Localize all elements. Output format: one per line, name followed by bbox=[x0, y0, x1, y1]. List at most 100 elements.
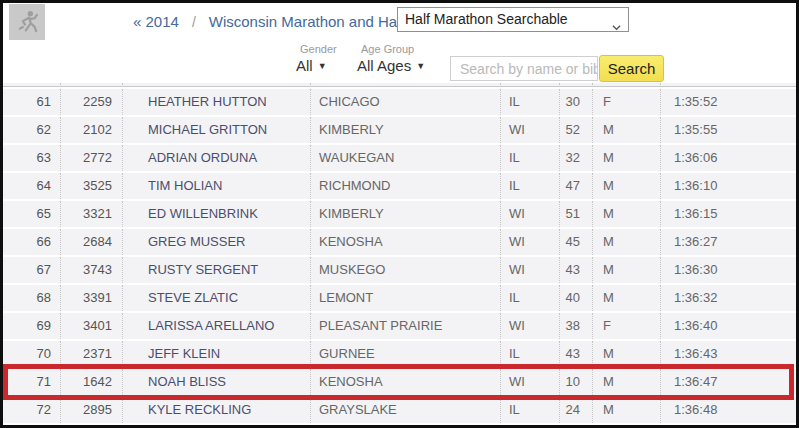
cell-name[interactable]: JEFF KLEIN bbox=[122, 341, 310, 367]
cell-age: 51 bbox=[559, 201, 592, 227]
cell-state: WI bbox=[500, 313, 559, 339]
cell-gender: F bbox=[592, 89, 660, 115]
cell-time: 1:35:55 bbox=[660, 117, 796, 143]
cell-place: 67 bbox=[3, 257, 60, 283]
table-row: 643525TIM HOLIANRICHMONDIL47M1:36:10 bbox=[3, 173, 796, 199]
gender-filter[interactable]: Gender All▼ bbox=[296, 43, 337, 74]
cell-state: IL bbox=[500, 341, 559, 367]
results-page: « 2014/Wisconsin Marathon and Half Marat… bbox=[0, 0, 799, 428]
cell-city: WAUKEGAN bbox=[310, 145, 500, 171]
cell-name[interactable]: GREG MUSSER bbox=[122, 229, 310, 255]
cell-time: 1:36:10 bbox=[660, 173, 796, 199]
cell-name[interactable]: HEATHER HUTTON bbox=[122, 89, 310, 115]
cell-gender: M bbox=[592, 201, 660, 227]
cell-gender: M bbox=[592, 369, 660, 395]
cell-gender: M bbox=[592, 341, 660, 367]
cell-time: 1:36:06 bbox=[660, 145, 796, 171]
cell-state: WI bbox=[500, 117, 559, 143]
cell-city: MUSKEGO bbox=[310, 257, 500, 283]
cell-name[interactable]: STEVE ZLATIC bbox=[122, 285, 310, 311]
chevron-down-icon bbox=[612, 16, 621, 25]
cell-city: GURNEE bbox=[310, 341, 500, 367]
cell-gender: F bbox=[592, 313, 660, 339]
cell-name[interactable]: MICHAEL GRITTON bbox=[122, 117, 310, 143]
table-row: 632772ADRIAN ORDUNAWAUKEGANIL32M1:36:06 bbox=[3, 145, 796, 171]
cell-time: 1:35:52 bbox=[660, 89, 796, 115]
search-input[interactable] bbox=[450, 56, 598, 81]
cell-state: IL bbox=[500, 89, 559, 115]
cell-place: 69 bbox=[3, 313, 60, 339]
cell-state: IL bbox=[500, 145, 559, 171]
results-table: 612259HEATHER HUTTONCHICAGOIL30F1:35:526… bbox=[3, 83, 796, 425]
table-row-highlighted: 711642NOAH BLISSKENOSHAWI10M1:36:47 bbox=[3, 369, 796, 395]
cell-name[interactable]: TIM HOLIAN bbox=[122, 173, 310, 199]
cell-place: 65 bbox=[3, 201, 60, 227]
cell-age: 47 bbox=[559, 173, 592, 199]
cell-city: CHICAGO bbox=[310, 89, 500, 115]
cell-age: 38 bbox=[559, 313, 592, 339]
cell-age: 43 bbox=[559, 257, 592, 283]
table-row: 693401LARISSA ARELLANOPLEASANT PRAIRIEWI… bbox=[3, 313, 796, 339]
search-button[interactable]: Search bbox=[599, 55, 664, 82]
age-group-filter[interactable]: Age Group All Ages ▼ bbox=[357, 43, 425, 74]
gender-filter-value: All bbox=[296, 57, 313, 74]
cell-bib: 3401 bbox=[60, 313, 122, 339]
cell-city: PLEASANT PRAIRIE bbox=[310, 313, 500, 339]
cell-time: 1:36:47 bbox=[660, 369, 796, 395]
cell-time: 1:36:40 bbox=[660, 313, 796, 339]
cell-gender: M bbox=[592, 257, 660, 283]
cell-time: 1:36:27 bbox=[660, 229, 796, 255]
cell-age: 30 bbox=[559, 89, 592, 115]
table-row: 653321ED WILLENBRINKKIMBERLYWI51M1:36:15 bbox=[3, 201, 796, 227]
table-row: 683391STEVE ZLATICLEMONTIL40M1:36:32 bbox=[3, 285, 796, 311]
cell-state: WI bbox=[500, 201, 559, 227]
table-row: 622102MICHAEL GRITTONKIMBERLYWI52M1:35:5… bbox=[3, 117, 796, 143]
cell-gender: M bbox=[592, 145, 660, 171]
cell-bib: 2684 bbox=[60, 229, 122, 255]
cell-place: 71 bbox=[3, 369, 60, 395]
cell-gender: M bbox=[592, 285, 660, 311]
cell-time: 1:36:30 bbox=[660, 257, 796, 283]
cell-place: 72 bbox=[3, 397, 60, 423]
age-group-filter-label: Age Group bbox=[357, 43, 425, 55]
table-row: 702371JEFF KLEINGURNEEIL43M1:36:43 bbox=[3, 341, 796, 367]
cell-city: KENOSHA bbox=[310, 229, 500, 255]
cell-gender: M bbox=[592, 229, 660, 255]
cell-bib: 3321 bbox=[60, 201, 122, 227]
cell-bib: 2772 bbox=[60, 145, 122, 171]
cell-place: 61 bbox=[3, 89, 60, 115]
cell-name[interactable]: NOAH BLISS bbox=[122, 369, 310, 395]
cell-name[interactable]: ADRIAN ORDUNA bbox=[122, 145, 310, 171]
race-select[interactable]: Half Marathon Searchable bbox=[397, 7, 629, 32]
cell-place: 68 bbox=[3, 285, 60, 311]
cell-place: 62 bbox=[3, 117, 60, 143]
cell-place: 64 bbox=[3, 173, 60, 199]
cell-bib: 2259 bbox=[60, 89, 122, 115]
breadcrumb-year-link[interactable]: « 2014 bbox=[133, 13, 179, 30]
cell-bib: 1642 bbox=[60, 369, 122, 395]
cell-bib: 2102 bbox=[60, 117, 122, 143]
table-row: 662684GREG MUSSERKENOSHAWI45M1:36:27 bbox=[3, 229, 796, 255]
cell-state: IL bbox=[500, 397, 559, 423]
cell-name[interactable]: LARISSA ARELLANO bbox=[122, 313, 310, 339]
cell-gender: M bbox=[592, 397, 660, 423]
cell-state: WI bbox=[500, 229, 559, 255]
cell-name[interactable]: KYLE RECKLING bbox=[122, 397, 310, 423]
cell-bib: 3743 bbox=[60, 257, 122, 283]
cell-age: 43 bbox=[559, 341, 592, 367]
cell-name[interactable]: RUSTY SERGENT bbox=[122, 257, 310, 283]
cell-name[interactable]: ED WILLENBRINK bbox=[122, 201, 310, 227]
cell-city: KIMBERLY bbox=[310, 201, 500, 227]
age-group-filter-value: All Ages bbox=[357, 57, 411, 74]
runner-icon bbox=[9, 4, 45, 40]
table-row: 722895KYLE RECKLINGGRAYSLAKEIL24M1:36:48 bbox=[3, 397, 796, 423]
cell-bib: 3391 bbox=[60, 285, 122, 311]
cell-place: 63 bbox=[3, 145, 60, 171]
breadcrumb-separator: / bbox=[192, 14, 196, 30]
cell-place: 66 bbox=[3, 229, 60, 255]
caret-down-icon: ▼ bbox=[416, 61, 425, 71]
cell-age: 45 bbox=[559, 229, 592, 255]
cell-time: 1:36:43 bbox=[660, 341, 796, 367]
cell-bib: 3525 bbox=[60, 173, 122, 199]
cell-gender: M bbox=[592, 173, 660, 199]
